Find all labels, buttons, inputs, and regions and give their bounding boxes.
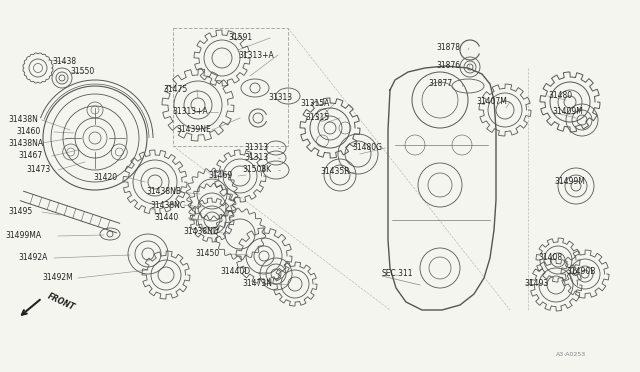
Text: 31438NB: 31438NB bbox=[146, 187, 181, 196]
Text: 31313: 31313 bbox=[244, 154, 268, 163]
Text: 31499MA: 31499MA bbox=[5, 231, 41, 241]
Text: 31469: 31469 bbox=[208, 170, 232, 180]
Text: FRONT: FRONT bbox=[46, 292, 76, 312]
Text: 31313: 31313 bbox=[268, 93, 292, 103]
Text: A3·A0253: A3·A0253 bbox=[556, 352, 586, 356]
Text: 31492M: 31492M bbox=[42, 273, 73, 282]
Text: 31473: 31473 bbox=[26, 166, 51, 174]
Text: 31591: 31591 bbox=[228, 33, 252, 42]
Text: 31490B: 31490B bbox=[566, 267, 595, 276]
Text: SEC.311: SEC.311 bbox=[382, 269, 413, 279]
Text: 31315A: 31315A bbox=[300, 99, 330, 109]
Text: 31492A: 31492A bbox=[18, 253, 47, 263]
Text: 31499M: 31499M bbox=[554, 177, 585, 186]
Text: 31438: 31438 bbox=[52, 58, 76, 67]
Text: 31315: 31315 bbox=[305, 113, 329, 122]
Text: 31435R: 31435R bbox=[320, 167, 349, 176]
Text: 31438NA: 31438NA bbox=[8, 138, 43, 148]
Text: 31420: 31420 bbox=[93, 173, 117, 183]
Text: 31313: 31313 bbox=[244, 144, 268, 153]
Text: 31408: 31408 bbox=[538, 253, 562, 263]
Text: 31438N: 31438N bbox=[8, 115, 38, 125]
Text: 31313+A: 31313+A bbox=[172, 108, 208, 116]
Text: 31440D: 31440D bbox=[220, 267, 250, 276]
Text: 31439NE: 31439NE bbox=[176, 125, 211, 135]
Bar bbox=[173, 28, 288, 146]
Text: 31878: 31878 bbox=[436, 44, 460, 52]
Text: 31876: 31876 bbox=[436, 61, 460, 70]
Text: 31467: 31467 bbox=[18, 151, 42, 160]
Text: 31877: 31877 bbox=[428, 80, 452, 89]
Text: 31438ND: 31438ND bbox=[183, 228, 219, 237]
Text: 31407M: 31407M bbox=[476, 97, 507, 106]
Text: 31480G: 31480G bbox=[352, 144, 382, 153]
Text: 31508K: 31508K bbox=[242, 166, 271, 174]
Text: 31460: 31460 bbox=[16, 128, 40, 137]
Text: 31480: 31480 bbox=[548, 92, 572, 100]
Text: 31493: 31493 bbox=[524, 279, 548, 289]
Text: 31450: 31450 bbox=[195, 250, 220, 259]
Text: 31313+A: 31313+A bbox=[238, 51, 274, 60]
Text: 31550: 31550 bbox=[70, 67, 94, 77]
Text: 31409M: 31409M bbox=[552, 108, 583, 116]
Text: 31440: 31440 bbox=[154, 214, 179, 222]
Text: 31438NC: 31438NC bbox=[150, 201, 185, 209]
Text: 31495: 31495 bbox=[8, 208, 32, 217]
Text: 31475: 31475 bbox=[163, 86, 188, 94]
Text: 31473N: 31473N bbox=[242, 279, 272, 289]
